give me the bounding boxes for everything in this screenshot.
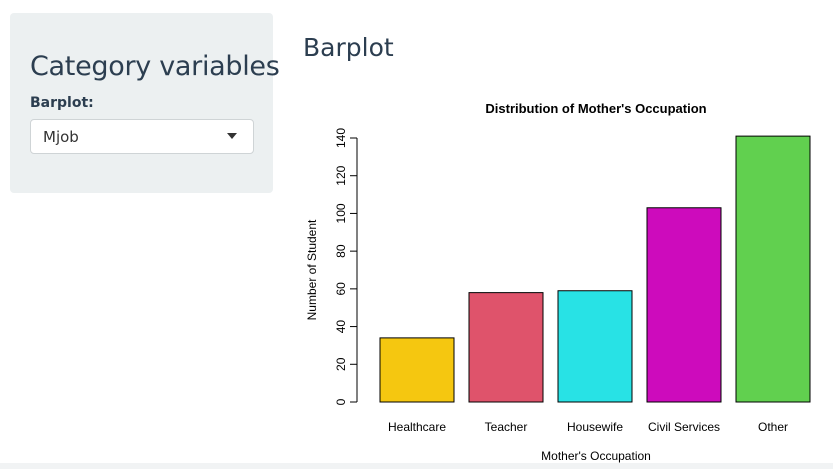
chart-y-axis-label: Number of Student [305, 219, 319, 320]
bar-teacher [468, 292, 544, 403]
y-tick-label: 20 [334, 357, 348, 371]
y-tick-label: 60 [334, 282, 348, 296]
page-title: Barplot [303, 33, 394, 62]
x-tick-label: Teacher [485, 420, 528, 434]
chart-bars [379, 135, 811, 403]
bar-healthcare [379, 337, 455, 403]
chart-y-axis: 0 20 40 60 80 100 120 140 [334, 128, 358, 405]
y-tick-label: 0 [334, 398, 348, 405]
barplot-variable-select[interactable]: Mjob [30, 119, 254, 154]
y-tick-label: 80 [334, 244, 348, 258]
x-tick-label: Other [758, 420, 788, 434]
bar-other [735, 135, 811, 403]
y-tick-label: 100 [334, 203, 348, 223]
y-tick-label: 40 [334, 320, 348, 334]
sidebar-panel: Category variables Barplot: Mjob [10, 13, 280, 193]
x-tick-label: Civil Services [648, 420, 720, 434]
bar-civil-services [646, 207, 722, 403]
x-tick-label: Housewife [567, 420, 623, 434]
barplot-select-label: Barplot: [30, 95, 94, 111]
chart-title: Distribution of Mother's Occupation [485, 101, 706, 116]
page-footer-bar [0, 463, 833, 469]
chart-x-tick-labels: Healthcare Teacher Housewife Civil Services… [388, 420, 788, 434]
bar-housewife [557, 290, 633, 403]
chart-x-axis-label: Mother's Occupation [541, 449, 651, 463]
sidebar-title: Category variables [30, 51, 280, 82]
y-tick-label: 140 [334, 128, 348, 148]
chevron-down-icon[interactable] [227, 133, 237, 139]
y-tick-label: 120 [334, 165, 348, 185]
barplot-select-value: Mjob [43, 128, 79, 146]
x-tick-label: Healthcare [388, 420, 446, 434]
